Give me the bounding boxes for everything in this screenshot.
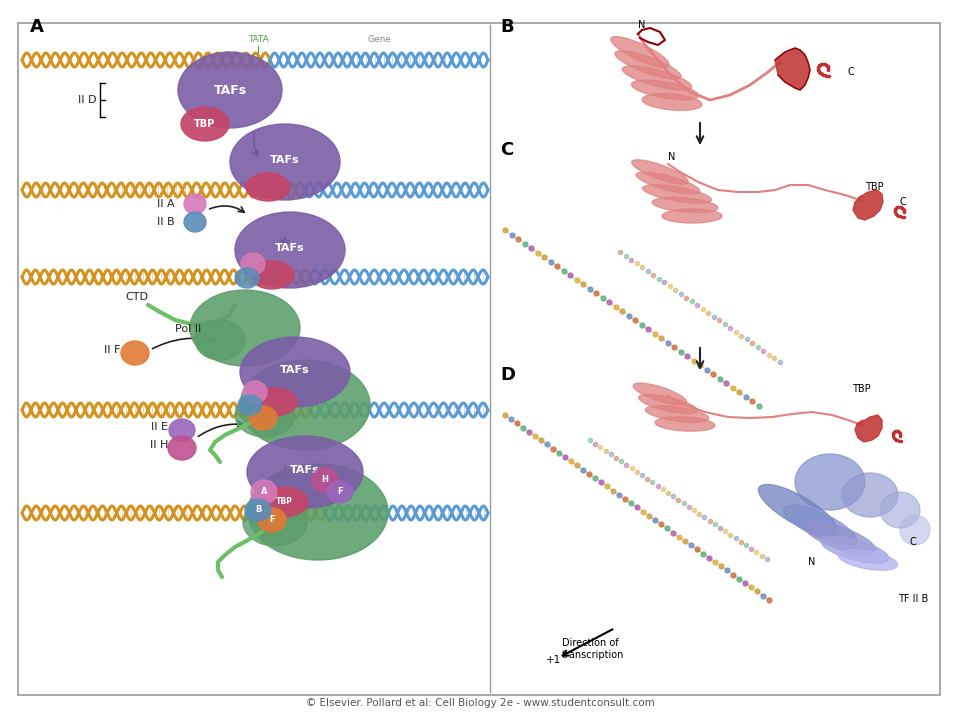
Ellipse shape [260,487,308,517]
Ellipse shape [900,515,930,545]
Text: Gene: Gene [368,35,392,44]
Ellipse shape [181,107,229,141]
Ellipse shape [178,52,282,128]
Text: TBP: TBP [865,182,883,192]
Text: TAFs: TAFs [280,365,310,375]
Ellipse shape [243,498,307,546]
Ellipse shape [632,80,699,100]
Text: +1: +1 [546,655,562,665]
Text: F: F [337,487,343,497]
Ellipse shape [652,197,718,212]
Ellipse shape [804,521,876,554]
Ellipse shape [238,395,262,415]
Text: II H: II H [150,440,168,450]
Polygon shape [855,415,882,442]
Text: II D: II D [78,95,96,105]
Ellipse shape [235,393,295,437]
Ellipse shape [190,290,300,366]
Ellipse shape [327,481,353,503]
Ellipse shape [240,360,370,450]
Ellipse shape [169,419,195,441]
Ellipse shape [251,480,277,504]
Ellipse shape [247,436,363,508]
Text: B: B [254,505,261,515]
Ellipse shape [312,468,338,492]
Ellipse shape [250,261,294,289]
Ellipse shape [243,381,267,403]
Text: A: A [261,487,267,497]
Ellipse shape [622,66,692,90]
Ellipse shape [758,485,837,536]
Text: C: C [847,67,853,77]
Text: II E: II E [151,422,168,432]
Text: N: N [668,152,676,162]
Ellipse shape [240,337,350,407]
Ellipse shape [838,549,898,570]
Text: Direction of
transcription: Direction of transcription [562,638,624,660]
Ellipse shape [662,209,722,223]
Text: TAFs: TAFs [276,243,305,253]
Text: TAFs: TAFs [213,84,247,96]
Text: II A: II A [157,199,175,209]
Text: TAFs: TAFs [270,155,300,165]
Text: D: D [500,366,515,384]
Ellipse shape [245,499,271,521]
Ellipse shape [645,406,708,422]
Ellipse shape [253,388,297,416]
Text: B: B [500,18,514,36]
Text: N: N [638,20,645,30]
Ellipse shape [249,406,277,430]
Ellipse shape [168,436,196,460]
Ellipse shape [258,508,286,532]
Text: TBP: TBP [276,498,293,506]
Ellipse shape [184,212,206,232]
Ellipse shape [235,212,345,288]
Text: TBP: TBP [194,119,216,129]
Ellipse shape [632,160,688,184]
Ellipse shape [642,185,711,203]
Text: II F: II F [104,345,120,355]
Ellipse shape [246,173,290,201]
Polygon shape [853,190,883,220]
Text: C: C [910,537,917,547]
Text: C: C [500,141,514,159]
Text: TF II B: TF II B [898,594,928,604]
Ellipse shape [184,194,206,214]
Text: TAFs: TAFs [290,465,320,475]
Ellipse shape [783,505,856,545]
Ellipse shape [655,417,715,431]
Ellipse shape [230,124,340,200]
Text: F: F [269,516,275,524]
Ellipse shape [642,94,702,110]
Text: © Elsevier. Pollard et al: Cell Biology 2e - www.studentconsult.com: © Elsevier. Pollard et al: Cell Biology … [305,698,655,708]
Text: II B: II B [157,217,175,227]
Text: Pol II: Pol II [175,324,202,334]
Ellipse shape [248,464,388,560]
Text: H: H [322,475,328,485]
Ellipse shape [615,51,681,79]
Ellipse shape [241,253,265,275]
Ellipse shape [636,172,700,194]
Ellipse shape [195,320,245,360]
Ellipse shape [821,536,889,563]
Text: N: N [808,557,815,567]
Text: TATA: TATA [248,35,269,44]
Ellipse shape [795,454,865,510]
Text: A: A [30,18,44,36]
Text: C: C [900,197,907,207]
FancyBboxPatch shape [18,23,940,695]
Polygon shape [775,48,810,90]
Ellipse shape [634,383,686,405]
Ellipse shape [842,473,898,517]
Ellipse shape [880,492,920,528]
Text: CTD: CTD [125,292,148,302]
Text: TBP: TBP [852,384,871,394]
Ellipse shape [235,268,259,288]
Ellipse shape [121,341,149,365]
Ellipse shape [611,37,669,68]
Ellipse shape [638,395,697,413]
